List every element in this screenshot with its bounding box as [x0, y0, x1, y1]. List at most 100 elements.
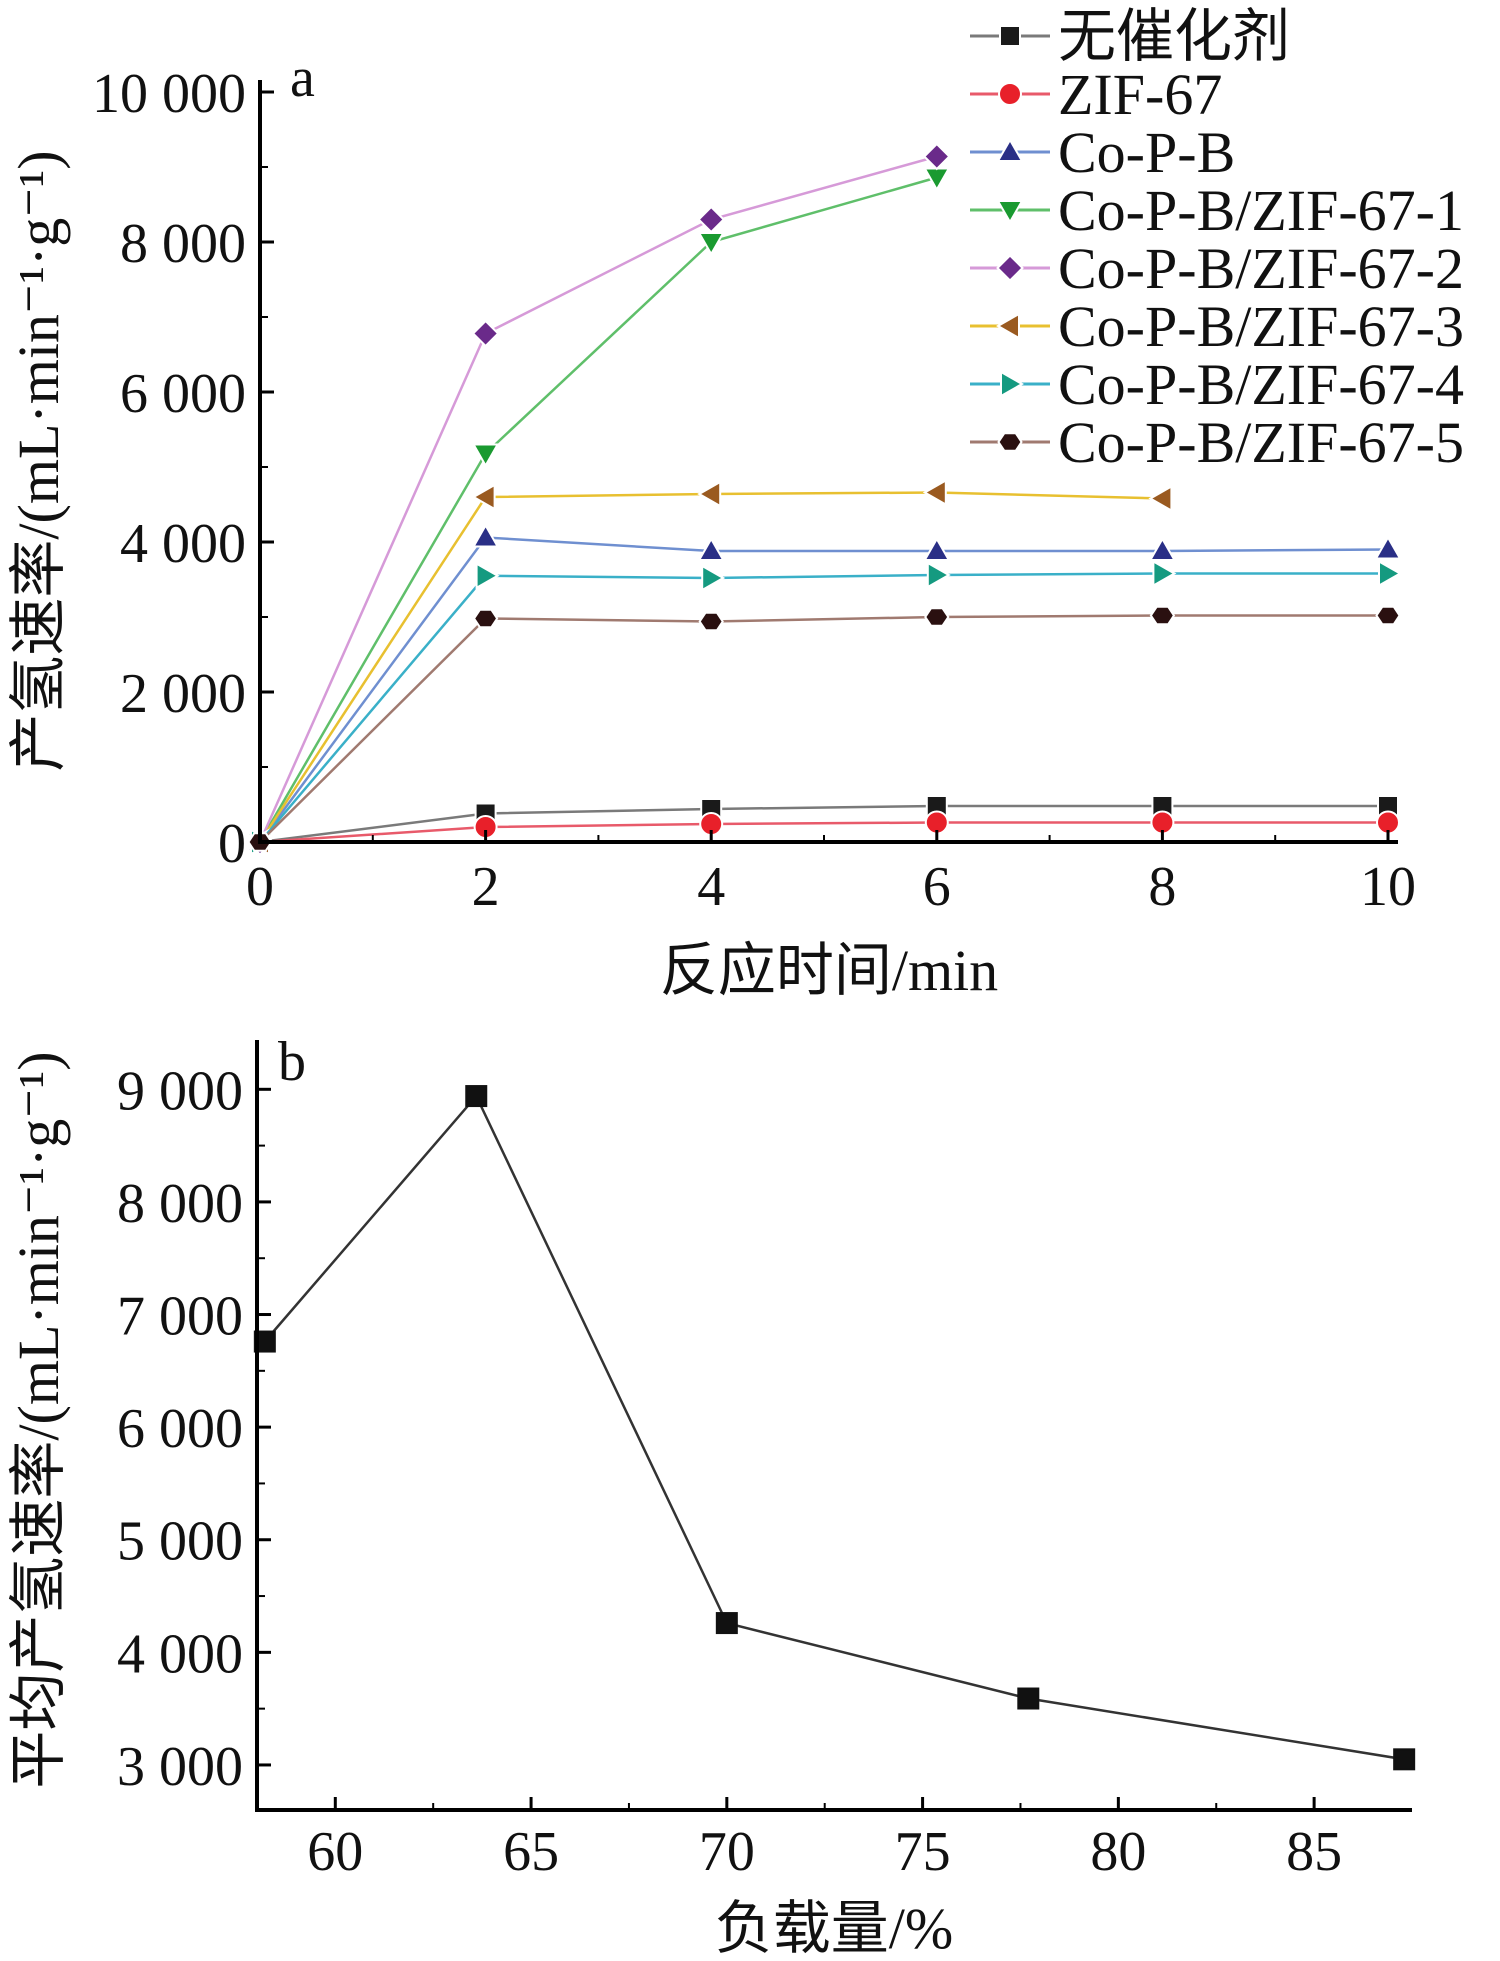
chart-a-series-3	[246, 523, 1402, 852]
chart-a-series-line	[259, 804, 1388, 844]
chart-a-legend-marker	[995, 312, 1020, 340]
chart-a-data-point	[471, 483, 496, 511]
chart-a-series-line	[259, 572, 1388, 843]
chart-a-legend-marker	[1000, 370, 1025, 398]
chart-a-legend-entry: Co-P-B/ZIF-67-3	[970, 294, 1464, 359]
chart-b-y-tick-label: 4 000	[117, 1623, 243, 1685]
chart-b-series-layer	[253, 1085, 1416, 1771]
chart-b-x-tick-label: 70	[699, 1821, 755, 1883]
chart-a-legend-marker	[996, 200, 1024, 225]
chart-b-data-point	[715, 1612, 738, 1635]
chart-a-y-tick-label: 6 000	[120, 363, 246, 425]
chart-b-x-tick-label: 80	[1090, 1821, 1146, 1883]
chart-a-x-axis-title: 反应时间/min	[660, 938, 998, 1003]
chart-a-data-point	[1374, 535, 1402, 560]
chart-a-legend-marker	[997, 432, 1023, 452]
chart-a-series-line	[259, 614, 1388, 843]
chart-a-y-ticks: 0 2 000 4 000 6 000 8 000 10 000	[92, 63, 274, 875]
chart-a-legend-label: Co-P-B	[1058, 120, 1235, 185]
chart-a-legend-entry: Co-P-B/ZIF-67-4	[970, 352, 1464, 417]
chart-a-series-line	[258, 536, 1389, 843]
chart-a-data-point	[1148, 484, 1173, 513]
chart-b-y-tick-label: 3 000	[117, 1736, 243, 1798]
chart-a-data-point	[472, 608, 499, 629]
chart-a-x-tick-label: 0	[246, 856, 274, 918]
chart-b-y-tick-label: 5 000	[117, 1511, 243, 1573]
chart-a-y-tick-label: 8 000	[120, 213, 246, 275]
chart-a-legend-marker	[996, 137, 1024, 162]
chart-a-x-tick-label: 4	[697, 856, 725, 918]
chart-a-data-point	[471, 523, 500, 548]
chart-a-series-line	[258, 176, 938, 843]
chart-a-data-point	[471, 319, 500, 348]
chart-a-data-point	[923, 536, 951, 561]
chart-a-x-tick-label: 2	[472, 856, 500, 918]
chart-a-legend-label: Co-P-B/ZIF-67-3	[1058, 294, 1464, 359]
chart-b-panel-label: b	[278, 1031, 306, 1093]
chart-a-data-point	[1152, 559, 1177, 588]
chart-a-x-tick-label: 10	[1360, 856, 1416, 918]
chart-b-x-tick-label: 65	[503, 1821, 559, 1883]
chart-a-data-point	[475, 562, 500, 590]
chart-a-panel-label: a	[290, 47, 315, 109]
chart-a-series-layer	[245, 142, 1403, 857]
chart-a-y-tick-label: 4 000	[120, 513, 246, 575]
chart-a-data-point	[701, 564, 726, 592]
chart-a-legend: 无催化剂ZIF-67Co-P-BCo-P-B/ZIF-67-1Co-P-B/ZI…	[970, 4, 1464, 475]
chart-a-data-point	[924, 607, 950, 627]
chart-a-legend-entry: Co-P-B/ZIF-67-5	[970, 410, 1464, 475]
chart-b-y-tick-label: 9 000	[117, 1060, 243, 1122]
chart-b-data-point	[1017, 1687, 1040, 1710]
chart-b-y-tick-label: 7 000	[117, 1286, 243, 1348]
chart-a-legend-label: 无催化剂	[1058, 4, 1290, 69]
chart-a-series-line	[259, 821, 1388, 844]
chart-a-legend-entry: 无催化剂	[970, 4, 1290, 69]
chart-a-data-point	[1375, 605, 1401, 626]
chart-a-series-line	[258, 155, 938, 843]
chart-a-data-point	[1148, 536, 1177, 561]
chart-a-x-tick-label: 8	[1148, 856, 1176, 918]
chart-b-y-ticks: 3 000 4 000 5 000 6 000 7 000 8 000 9 000	[117, 1060, 271, 1798]
chart-a-y-tick-label: 0	[218, 813, 246, 875]
chart-a-legend-label: Co-P-B/ZIF-67-5	[1058, 410, 1464, 475]
chart-a-x-tick-label: 6	[923, 856, 951, 918]
chart-a: 0 2 4 6 8 10 0 2 000 4 000 6 000 8 000 10 000 a 反应…	[6, 4, 1464, 1003]
chart-a-legend-entry: Co-P-B	[970, 120, 1235, 185]
chart-b-y-tick-label: 6 000	[117, 1398, 243, 1460]
chart-a-legend-label: ZIF-67	[1058, 62, 1222, 127]
chart-a-legend-label: Co-P-B/ZIF-67-1	[1058, 178, 1464, 243]
chart-a-data-point	[697, 480, 722, 508]
chart-a-y-axis-title: 产氢速率/(mL·min⁻¹·g⁻¹)	[6, 150, 71, 771]
chart-a-data-point	[926, 561, 951, 589]
chart-b-x-axis-title: 负载量/%	[715, 1896, 953, 1961]
chart-b-data-point	[1393, 1748, 1416, 1771]
chart-b-x-tick-label: 85	[1286, 1821, 1342, 1883]
chart-b-data-point	[465, 1085, 488, 1108]
chart-a-data-point	[471, 443, 500, 468]
chart-b-y-tick-label: 8 000	[117, 1173, 243, 1235]
chart-a-y-tick-label: 2 000	[120, 663, 246, 725]
chart-a-data-point	[1149, 605, 1176, 626]
chart-a-data-point	[1378, 559, 1403, 588]
chart-b-data-point	[253, 1330, 276, 1353]
chart-a-data-point	[922, 478, 947, 507]
chart-b-y-axis-title: 平均产氢速率/(mL·min⁻¹·g⁻¹)	[6, 1051, 71, 1788]
chart-a-legend-entry: Co-P-B/ZIF-67-2	[970, 236, 1464, 301]
chart-a-legend-marker	[998, 82, 1022, 106]
chart-a-legend-entry: Co-P-B/ZIF-67-1	[970, 178, 1464, 243]
chart-a-y-tick-label: 10 000	[92, 63, 246, 125]
chart-a-legend-marker	[996, 254, 1024, 282]
chart-a-x-ticks: 0 2 4 6 8 10	[246, 830, 1416, 918]
chart-b-x-tick-label: 60	[307, 1821, 363, 1883]
chart-b-series-1	[253, 1085, 1416, 1771]
chart-a-data-point	[698, 611, 724, 632]
chart-a-series-8	[247, 605, 1401, 852]
chart-b: 60 65 70 75 80 85 3 000 4 000 5 000 6 000 7 000 8 …	[6, 1031, 1416, 1961]
chart-a-legend-label: Co-P-B/ZIF-67-2	[1058, 236, 1464, 301]
chart-a-data-point	[922, 142, 951, 171]
chart-a-data-point	[697, 205, 726, 234]
chart-a-legend-label: Co-P-B/ZIF-67-4	[1058, 352, 1464, 417]
chart-a-legend-entry: ZIF-67	[970, 62, 1222, 127]
